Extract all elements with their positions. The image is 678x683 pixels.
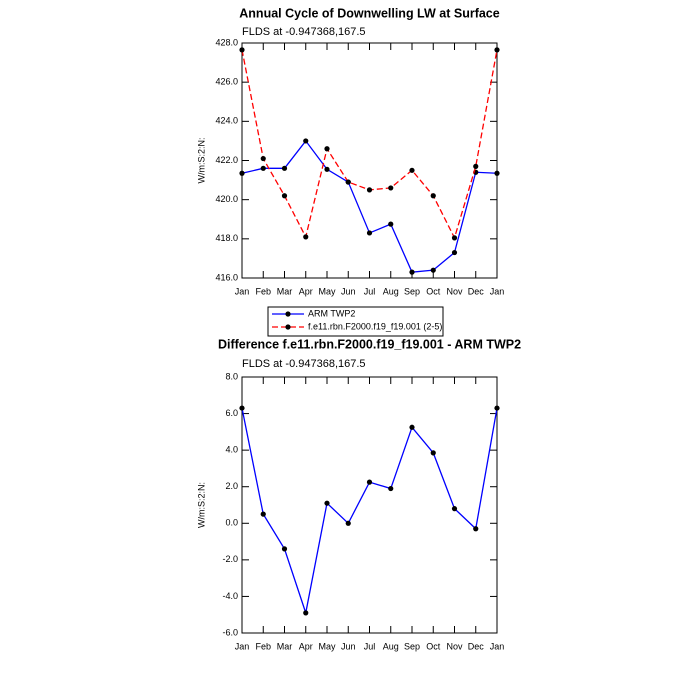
y-tick-label: 8.0 [225,371,238,381]
y-tick-label: -4.0 [222,591,238,601]
x-tick-label: Apr [299,641,313,651]
point [451,506,458,512]
legend-marker [285,324,291,330]
point [303,234,309,240]
x-tick-label: Apr [299,286,313,296]
y-tick-label: 416.0 [215,272,238,282]
x-tick-label: Oct [426,641,441,651]
point [366,479,373,485]
point [324,146,330,152]
y-axis-label: W/m:S:2:N: [196,137,206,183]
x-tick-label: Jan [235,286,250,296]
y-tick-label: 428.0 [215,37,238,47]
point [366,187,373,193]
plot-frame [241,42,498,279]
legend-label: f.e11.rbn.F2000.f19_f19.001 (2-5) [308,321,442,331]
y-tick-label: 2.0 [225,481,238,491]
x-tick-label: Jun [341,641,356,651]
x-tick-label: Feb [255,286,271,296]
x-tick-label: Feb [255,641,271,651]
x-tick-label: Jun [341,286,356,296]
point [303,610,309,616]
y-tick-label: 420.0 [215,194,238,204]
x-tick-label: Aug [383,641,399,651]
point [239,405,245,411]
y-tick-label: 6.0 [225,408,238,418]
y-axis-label: W/m:S:2:N: [196,482,206,528]
x-tick-label: Jul [364,286,376,296]
chart-subtitle: FLDS at -0.947368,167.5 [242,26,366,38]
point [281,165,288,171]
x-tick-label: Aug [383,286,399,296]
x-tick-label: Nov [446,641,463,651]
point [451,235,458,241]
point [260,155,266,162]
x-tick-label: Jul [364,641,376,651]
x-tick-label: Jan [490,286,505,296]
y-tick-label: -2.0 [222,554,238,564]
point [239,170,245,176]
y-tick-label: 418.0 [215,233,238,243]
point [473,163,479,169]
x-tick-label: Mar [277,286,293,296]
point [494,405,500,411]
chart-title: Difference f.e11.rbn.F2000.f19_f19.001 -… [218,337,521,351]
point [260,511,266,517]
point [388,221,394,227]
x-tick-label: Dec [468,641,485,651]
x-tick-label: May [318,286,336,296]
point [281,546,288,552]
point [388,185,394,191]
chart-subtitle: FLDS at -0.947368,167.5 [242,358,366,370]
y-tick-label: 426.0 [215,77,238,87]
point [430,193,436,199]
x-tick-label: Dec [468,286,485,296]
y-tick-label: -6.0 [222,627,238,637]
legend-marker [285,311,291,317]
point [494,47,500,53]
point [324,500,330,506]
point [409,424,415,430]
x-tick-label: Jan [235,641,250,651]
point [451,249,458,256]
point [345,520,351,526]
point [388,485,394,492]
x-tick-label: Nov [446,286,463,296]
x-tick-label: Oct [426,286,441,296]
series-line [241,407,498,616]
y-tick-label: 0.0 [225,518,238,528]
point [366,230,373,236]
y-tick-label: 4.0 [225,445,238,455]
x-tick-label: Mar [277,641,293,651]
y-tick-label: 422.0 [215,155,238,165]
x-tick-label: Jan [490,641,505,651]
point [409,167,415,173]
point [239,47,245,53]
point [260,165,266,171]
legend-box [267,306,444,337]
x-tick-label: Sep [404,286,420,296]
point [494,170,500,176]
x-tick-label: May [318,641,336,651]
point [303,138,309,144]
plot-frame [241,376,498,634]
legend-label: ARM TWP2 [308,308,355,318]
point [430,450,436,456]
point [345,179,351,185]
point [473,526,479,532]
y-tick-label: 424.0 [215,116,238,126]
x-tick-label: Sep [404,641,420,651]
point [324,166,330,172]
point [281,193,288,199]
point [409,269,415,275]
series-line [241,49,498,240]
chart-title: Annual Cycle of Downwelling LW at Surfac… [239,6,499,20]
point [430,267,436,273]
series-line [241,139,498,273]
